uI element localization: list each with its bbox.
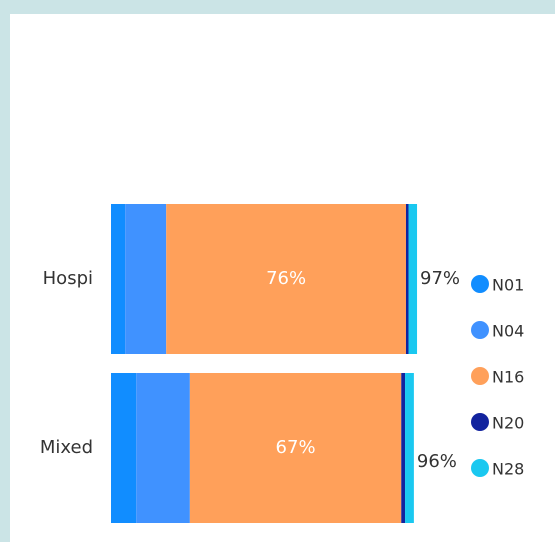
bar-segment xyxy=(111,373,137,523)
legend-marker xyxy=(471,275,489,293)
legend-label: N01 xyxy=(492,276,524,295)
legend-label: N28 xyxy=(492,460,524,479)
total-label: 96% xyxy=(417,451,457,472)
plot-area: Hospi 76% 97% Mixed 67% 96% N01 N04 N16 N20 N28 xyxy=(40,204,524,523)
legend-label: N16 xyxy=(492,368,524,387)
bar-segment xyxy=(125,204,167,354)
bar-segment xyxy=(405,373,414,523)
bar-segment xyxy=(136,373,190,523)
data-label: 76% xyxy=(266,268,306,289)
top-border xyxy=(0,0,555,14)
left-border xyxy=(0,0,10,542)
legend-marker xyxy=(471,413,489,431)
category-label: Hospi xyxy=(43,268,93,289)
bar-segment xyxy=(189,373,402,523)
legend-marker xyxy=(471,459,489,477)
bar-segment xyxy=(166,204,406,354)
legend-label: N20 xyxy=(492,414,524,433)
bar-segment xyxy=(405,204,409,354)
legend-marker xyxy=(471,367,489,385)
bar-segment xyxy=(401,373,406,523)
data-label: 67% xyxy=(276,437,316,458)
bar-segment xyxy=(408,204,418,354)
category-label: Mixed xyxy=(40,437,93,458)
total-label: 97% xyxy=(420,268,460,289)
legend-label: N04 xyxy=(492,322,524,341)
bar-segment xyxy=(111,204,126,354)
legend-marker xyxy=(471,321,489,339)
